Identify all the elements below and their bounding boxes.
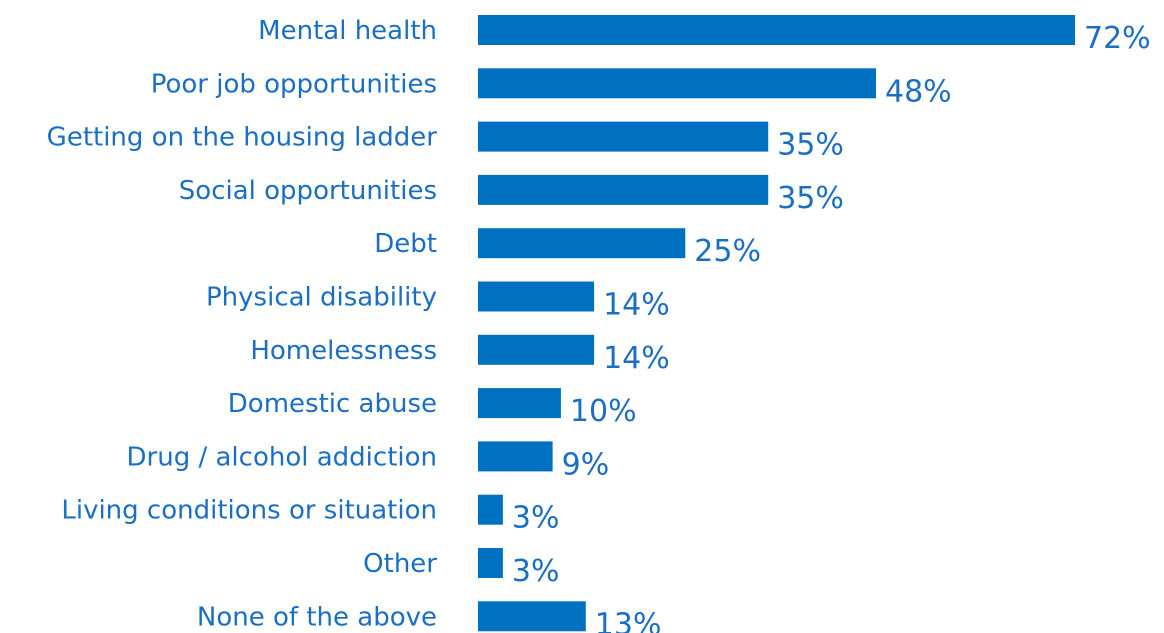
- category-label: Mental health: [258, 16, 437, 46]
- value-label: 13%: [595, 607, 662, 633]
- value-label: 25%: [694, 234, 761, 269]
- bar: [478, 15, 1075, 45]
- category-label: Domestic abuse: [228, 389, 437, 419]
- category-label: Getting on the housing ladder: [47, 123, 438, 153]
- category-label: Drug / alcohol addiction: [127, 442, 437, 472]
- value-label: 48%: [885, 74, 952, 109]
- category-label: Poor job opportunities: [151, 69, 437, 99]
- category-label: Social opportunities: [179, 176, 437, 206]
- value-labels: 72%48%35%35%25%14%14%10%9%3%3%13%: [512, 21, 1151, 633]
- category-label: Debt: [374, 229, 437, 259]
- category-label: Physical disability: [206, 283, 437, 313]
- value-label: 35%: [777, 181, 844, 216]
- bar: [478, 601, 586, 632]
- category-label: Living conditions or situation: [61, 496, 437, 526]
- category-label: None of the above: [197, 602, 437, 632]
- bar: [478, 121, 769, 152]
- category-labels: Mental health Poor job opportunities Getti…: [47, 16, 438, 632]
- value-label: 10%: [570, 394, 637, 429]
- bar: [478, 494, 503, 525]
- value-label: 3%: [512, 554, 560, 589]
- value-label: 14%: [603, 288, 670, 323]
- category-label: Homelessness: [250, 336, 437, 366]
- bar: [478, 68, 876, 99]
- value-label: 3%: [512, 501, 560, 536]
- bar: [478, 548, 503, 578]
- bars: [478, 15, 1075, 632]
- bar: [478, 174, 769, 205]
- value-label: 9%: [562, 447, 610, 482]
- bar: [478, 334, 595, 365]
- value-label: 35%: [777, 128, 844, 163]
- bar: [478, 281, 595, 312]
- bar: [478, 441, 553, 472]
- value-label: 72%: [1084, 21, 1151, 56]
- bar: [478, 388, 561, 419]
- bar: [478, 228, 686, 259]
- category-label: Other: [363, 549, 437, 579]
- value-label: 14%: [603, 341, 670, 376]
